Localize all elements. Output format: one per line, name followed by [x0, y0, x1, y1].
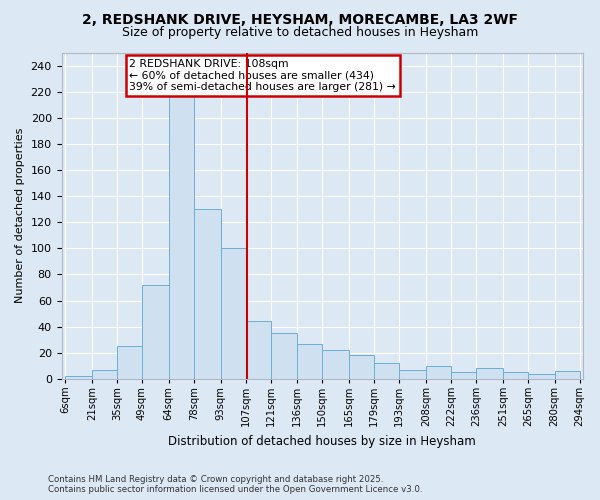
Bar — [169, 78, 194, 379]
Bar — [194, 209, 221, 379]
Bar — [349, 356, 374, 379]
Bar — [322, 350, 349, 379]
Bar — [271, 333, 298, 379]
X-axis label: Distribution of detached houses by size in Heysham: Distribution of detached houses by size … — [169, 434, 476, 448]
Bar — [245, 322, 271, 379]
Bar — [503, 372, 528, 379]
Bar — [117, 346, 142, 379]
Text: 2 REDSHANK DRIVE: 108sqm
← 60% of detached houses are smaller (434)
39% of semi-: 2 REDSHANK DRIVE: 108sqm ← 60% of detach… — [130, 59, 396, 92]
Bar — [142, 285, 169, 379]
Text: Size of property relative to detached houses in Heysham: Size of property relative to detached ho… — [122, 26, 478, 39]
Text: 2, REDSHANK DRIVE, HEYSHAM, MORECAMBE, LA3 2WF: 2, REDSHANK DRIVE, HEYSHAM, MORECAMBE, L… — [82, 12, 518, 26]
Bar — [298, 344, 322, 379]
Bar — [221, 248, 245, 379]
Text: Contains HM Land Registry data © Crown copyright and database right 2025.
Contai: Contains HM Land Registry data © Crown c… — [48, 474, 422, 494]
Bar — [426, 366, 451, 379]
Bar — [554, 371, 580, 379]
Bar — [451, 372, 476, 379]
Bar — [65, 376, 92, 379]
Bar — [476, 368, 503, 379]
Y-axis label: Number of detached properties: Number of detached properties — [15, 128, 25, 304]
Bar — [528, 374, 554, 379]
Bar — [399, 370, 426, 379]
Bar — [92, 370, 117, 379]
Bar — [374, 363, 399, 379]
